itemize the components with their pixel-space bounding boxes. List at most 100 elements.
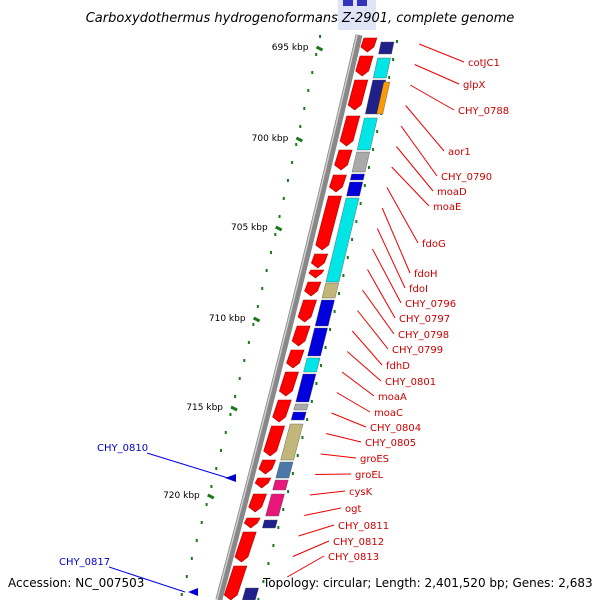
gene-block-forward: [351, 151, 370, 173]
inner-minor-tick: [287, 490, 290, 493]
scale-tick-label: 705 kbp: [231, 223, 268, 233]
scale-tick-major: [252, 316, 261, 323]
gene-label-leader: [315, 473, 352, 475]
inner-minor-tick: [306, 418, 309, 421]
gene-label: CHY_0813: [328, 552, 379, 563]
gene-label-leader: [292, 540, 330, 557]
inner-minor-tick: [388, 76, 391, 79]
gene-arrow-reverse: [254, 477, 272, 489]
gene-label: CHY_0805: [365, 438, 416, 449]
gene-arrow-reverse: [243, 517, 261, 529]
scale-minor-tick: [295, 143, 298, 146]
gene-block-forward: [307, 327, 328, 357]
gene-label-leader: [381, 207, 411, 274]
gene-label-leader: [341, 371, 375, 397]
inner-minor-tick: [320, 364, 323, 367]
inner-minor-tick: [372, 148, 375, 151]
gene-label-leader: [396, 146, 434, 192]
scale-minor-tick: [319, 35, 322, 38]
gene-label-leader: [336, 392, 371, 413]
scale-tick-label: 720 kbp: [163, 491, 200, 501]
scale-minor-tick: [220, 449, 223, 452]
gene-arrow-reverse: [347, 79, 369, 111]
gene-label-leader: [418, 43, 465, 63]
inner-minor-tick: [301, 436, 304, 439]
gene-label: groES: [360, 454, 389, 465]
gene-block-forward: [280, 423, 304, 461]
gene-block-forward: [321, 282, 339, 299]
gene-label: CHY_0796: [405, 299, 456, 310]
gene-block-forward: [272, 479, 289, 491]
gene-arrow-reverse: [223, 565, 248, 600]
scale-minor-tick: [265, 269, 268, 272]
gene-label-leader-left: [146, 452, 229, 479]
gene-label-leader: [286, 555, 325, 578]
inner-minor-tick: [338, 292, 341, 295]
gene-arrow-reverse: [329, 174, 347, 193]
gene-label-left: CHY_0810: [97, 443, 148, 454]
scale-minor-tick: [256, 305, 259, 308]
scale-minor-tick: [180, 593, 183, 596]
gene-label-leader-left: [108, 566, 186, 593]
gene-arrow-reverse: [279, 371, 299, 397]
scale-minor-tick: [190, 557, 193, 560]
gene-label: CHY_0797: [399, 314, 450, 325]
gene-label: moaD: [437, 187, 467, 198]
gene-label: glpX: [463, 80, 485, 91]
gene-block-forward: [325, 197, 360, 283]
gene-label-leader: [362, 289, 395, 335]
scale-tick-label: 695 kbp: [272, 43, 309, 53]
gene-label: fdoI: [409, 284, 428, 295]
scale-minor-tick: [224, 431, 227, 434]
scale-minor-tick: [195, 539, 198, 542]
gene-label: CHY_0801: [385, 377, 436, 388]
gene-arrow-reverse: [308, 269, 325, 279]
inner-minor-tick: [291, 472, 294, 475]
scale-minor-tick: [205, 503, 208, 506]
gene-block-forward: [293, 403, 309, 411]
gene-label: CHY_0798: [398, 330, 449, 341]
inner-minor-tick: [367, 166, 370, 169]
inner-minor-tick: [262, 580, 265, 583]
gene-label: fdoH: [414, 269, 438, 280]
gene-block-forward: [349, 173, 365, 181]
gene-label: cotJC1: [468, 58, 500, 69]
inner-minor-tick: [346, 256, 349, 259]
gene-arrow-reverse: [315, 195, 342, 251]
gene-label-leader: [400, 125, 438, 177]
gene-label: CHY_0804: [370, 423, 421, 434]
gene-arrow-reverse: [360, 37, 378, 53]
gene-arrow-reverse: [272, 399, 292, 423]
gene-arrow-reverse: [355, 55, 374, 77]
scale-minor-tick: [291, 161, 294, 164]
gene-label-leader: [331, 412, 367, 428]
inner-minor-tick: [267, 562, 270, 565]
gene-label: ogt: [345, 504, 361, 515]
gene-label-leader: [405, 105, 445, 152]
inner-minor-tick: [376, 130, 379, 133]
accession-text: Accession: NC_007503: [8, 576, 144, 590]
feature-marker-triangle: [188, 588, 198, 596]
gene-block-forward: [265, 493, 285, 517]
scale-minor-tick: [286, 179, 289, 182]
scale-minor-tick: [311, 71, 314, 74]
gene-label-left: CHY_0817: [59, 557, 110, 568]
inner-minor-tick: [351, 238, 354, 241]
scale-minor-tick: [269, 251, 272, 254]
gene-label: moaA: [378, 392, 407, 403]
scale-minor-tick: [278, 215, 281, 218]
scale-tick-major: [207, 493, 215, 500]
inner-minor-tick: [315, 382, 318, 385]
scale-minor-tick: [234, 395, 237, 398]
gene-label: CHY_0811: [338, 521, 389, 532]
gene-arrow-reverse: [339, 115, 361, 147]
inner-minor-tick: [392, 58, 395, 61]
inner-minor-tick: [272, 544, 275, 547]
scale-minor-tick: [238, 377, 241, 380]
scale-minor-tick: [303, 107, 306, 110]
map-title: Carboxydothermus hydrogenoformans Z-2901…: [86, 11, 515, 26]
gene-label-leader: [304, 507, 342, 516]
gene-label: fdhD: [386, 361, 410, 372]
gene-block-forward: [303, 357, 321, 373]
